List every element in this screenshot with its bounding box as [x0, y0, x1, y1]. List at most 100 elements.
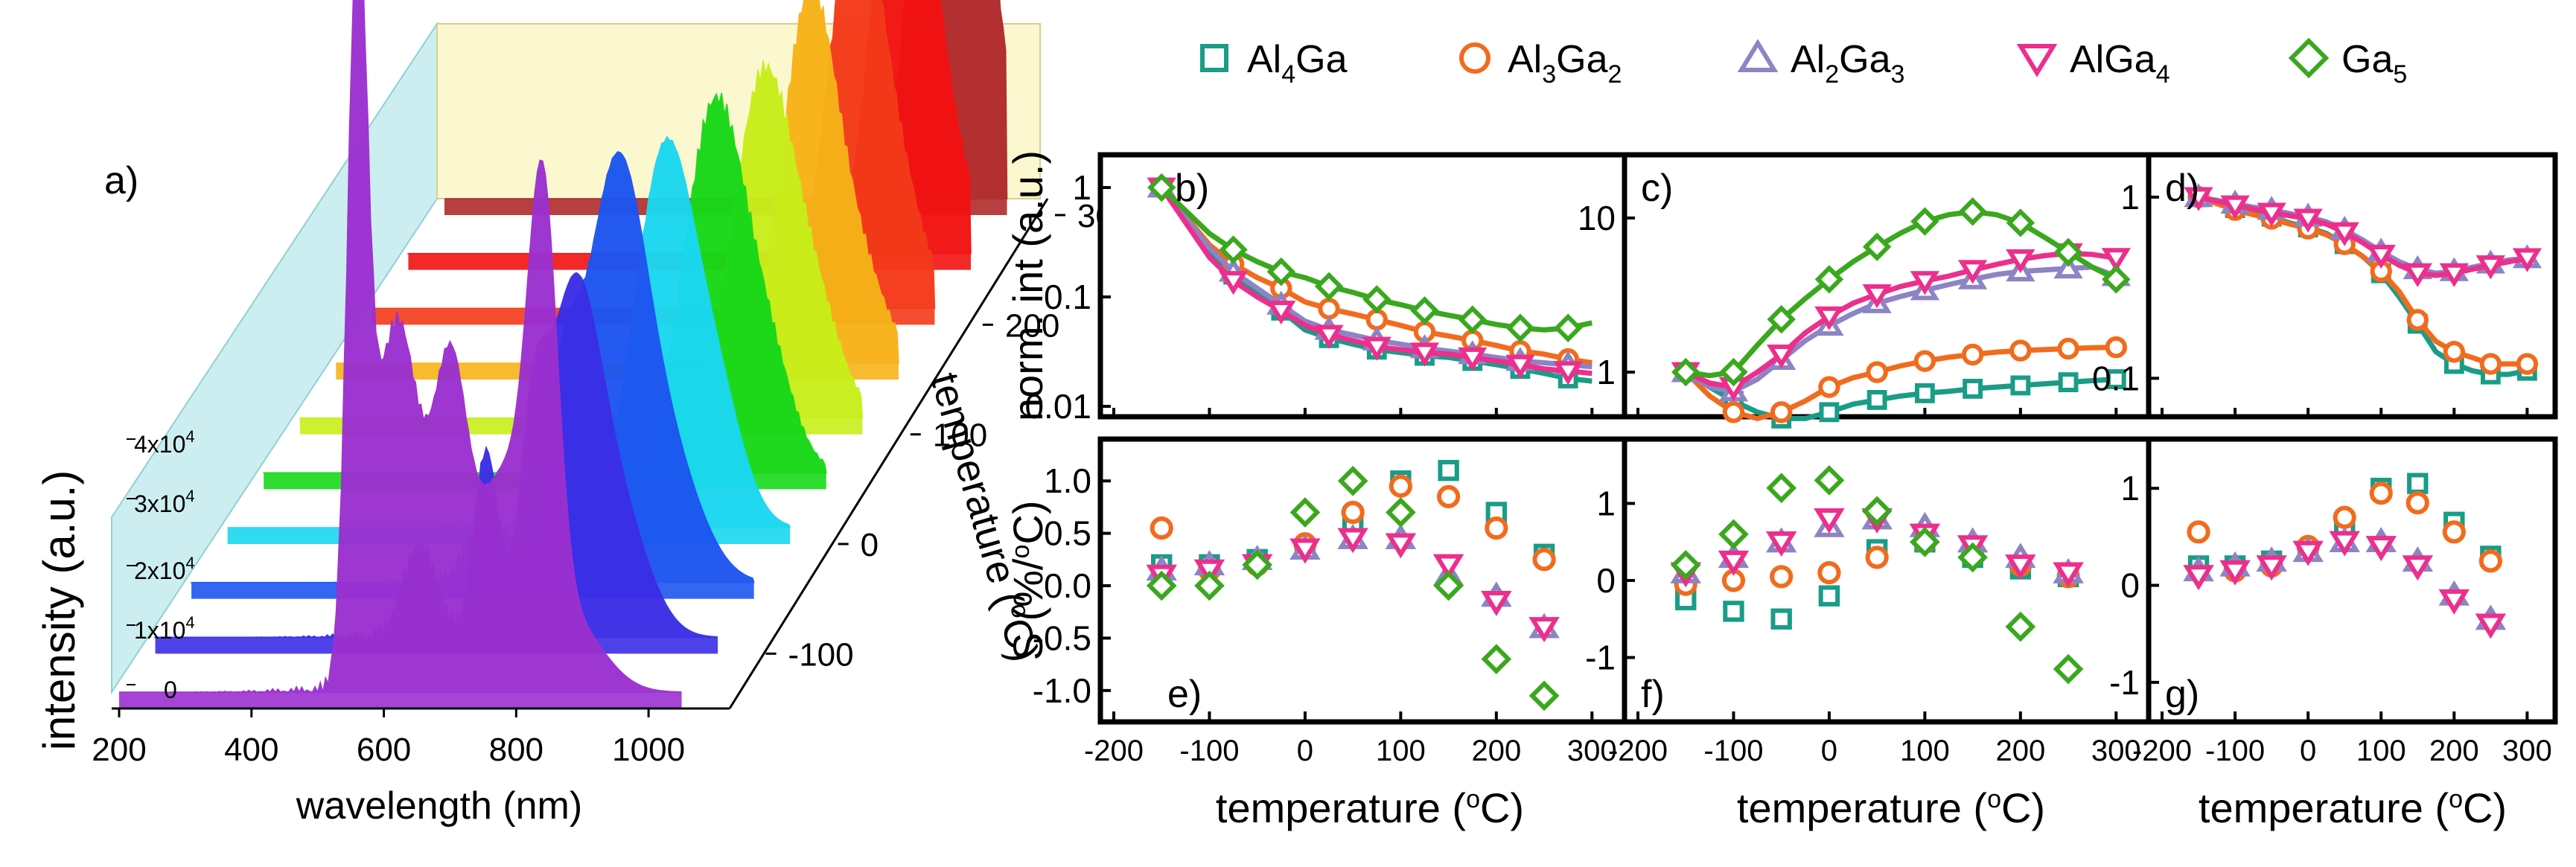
data-point	[1150, 516, 1173, 540]
legend-label-base: Ga	[2341, 38, 2393, 81]
data-point	[1318, 298, 1340, 320]
data-point	[2219, 560, 2251, 586]
data-point	[2053, 255, 2083, 279]
data-point	[1910, 526, 1940, 557]
data-point	[2402, 555, 2434, 581]
data-point	[2369, 482, 2393, 505]
y-tick-exp: 4	[185, 613, 194, 632]
data-point	[1409, 342, 1440, 367]
data-point	[2438, 589, 2470, 615]
temperature-label-tail: C)	[1480, 784, 1524, 831]
sensitivity-label-tail: C)	[1004, 501, 1051, 545]
y-tick-exp: 4	[185, 487, 194, 505]
y-tick-label: 0.0	[1044, 566, 1091, 605]
data-point	[1410, 296, 1439, 325]
data-point	[1670, 549, 1701, 580]
data-point	[2475, 255, 2505, 280]
y-tick-exp: 4	[185, 427, 194, 446]
panel-f: 1 0 -1 -200 -100 0 100 200 300 f)	[1585, 436, 2152, 767]
data-point	[1767, 304, 1796, 334]
data-point	[2058, 372, 2079, 393]
data-point	[1242, 549, 1273, 580]
data-point	[1866, 361, 1888, 383]
x-tick-label: 300	[1567, 735, 1617, 767]
spectrum-slab	[119, 692, 682, 708]
data-point	[1770, 565, 1794, 589]
legend-label: Al2Ga3	[1791, 38, 1904, 89]
data-point	[1814, 508, 1845, 534]
data-point	[2005, 554, 2036, 580]
data-point	[2183, 565, 2214, 591]
x-tick-label: -200	[2132, 735, 2192, 767]
data-point	[1528, 617, 1560, 643]
data-point	[2329, 531, 2360, 557]
data-point	[1814, 265, 1844, 294]
legend-marker-circle	[1459, 42, 1491, 74]
data-point	[1958, 197, 1987, 226]
z-tick-label: -100	[788, 636, 854, 673]
data-point	[2292, 540, 2324, 566]
legend-label-sub: 4	[2156, 60, 2170, 89]
data-point	[2475, 613, 2507, 639]
y-tick-label: 2x104	[134, 554, 195, 584]
data-point	[1770, 401, 1793, 423]
panel-d-label: d)	[2165, 167, 2199, 210]
z-axis	[728, 198, 1049, 709]
y-tick-label: 0	[1596, 561, 1616, 600]
y-tick-label: -1	[1585, 639, 1616, 677]
x-tick-label: 800	[489, 732, 543, 768]
data-point	[1957, 542, 1988, 573]
data-point	[2439, 263, 2469, 287]
data-point	[1337, 528, 1368, 554]
degree: o	[1466, 785, 1480, 813]
y-tick-label: 1x104	[134, 613, 195, 644]
data-point	[2333, 505, 2356, 529]
data-point	[1910, 207, 1939, 236]
data-point	[2220, 195, 2250, 220]
data-point	[1957, 260, 1988, 284]
legend-marker-diamond	[2288, 37, 2330, 79]
data-point	[1505, 354, 1535, 379]
legend-label-base: Al	[1791, 38, 1825, 81]
y-tick-label: 1	[1596, 353, 1616, 391]
y-tick-label: 0.01	[1024, 387, 1091, 426]
temperature-label-tail: C)	[2001, 784, 2045, 831]
data-point	[1437, 484, 1461, 508]
data-point	[2053, 562, 2084, 588]
temperature-label-f: temperature (oC)	[1737, 784, 2045, 831]
y-tick-label: 0.5	[1044, 514, 1091, 553]
sensitivity-label: S (%/oC)	[1004, 501, 1051, 661]
legend-label-sub: 2	[1608, 60, 1622, 89]
y-tick-label: 0	[2120, 566, 2140, 605]
series-ga5	[1671, 197, 2131, 387]
data-point	[1767, 345, 1796, 369]
x-tick-label: 100	[1900, 735, 1950, 767]
data-point	[1362, 336, 1391, 361]
data-point	[1386, 497, 1416, 528]
data-point	[2057, 337, 2079, 360]
x-tick-label: 300	[2091, 735, 2141, 767]
y-tick-label: 0	[164, 676, 177, 703]
series-alga4	[2184, 187, 2542, 287]
data-point	[2403, 263, 2432, 287]
data-point	[1289, 538, 1321, 564]
z-tick-label: 100	[933, 417, 987, 454]
data-point	[2102, 265, 2131, 294]
data-point	[2006, 208, 2035, 237]
data-point	[1910, 271, 1940, 295]
data-point	[2053, 653, 2084, 685]
data-point	[1671, 357, 1700, 387]
data-point	[1362, 285, 1391, 314]
data-point	[1723, 601, 1744, 622]
legend: Al4Ga Al3Ga2 Al2Ga3 AlGa4 Ga5	[1200, 37, 2407, 89]
data-point	[1432, 554, 1464, 580]
temperature-label-text: temperature (	[1737, 784, 1987, 831]
data-point	[1194, 570, 1225, 601]
y-tick-label: 1	[1596, 484, 1616, 522]
data-point	[2010, 375, 2031, 396]
data-point	[2442, 520, 2466, 544]
data-point	[1266, 257, 1296, 287]
series-line	[2197, 194, 2528, 367]
panel-b-label: b)	[1175, 167, 1209, 210]
temperature-label-g: temperature (oC)	[2199, 784, 2507, 831]
